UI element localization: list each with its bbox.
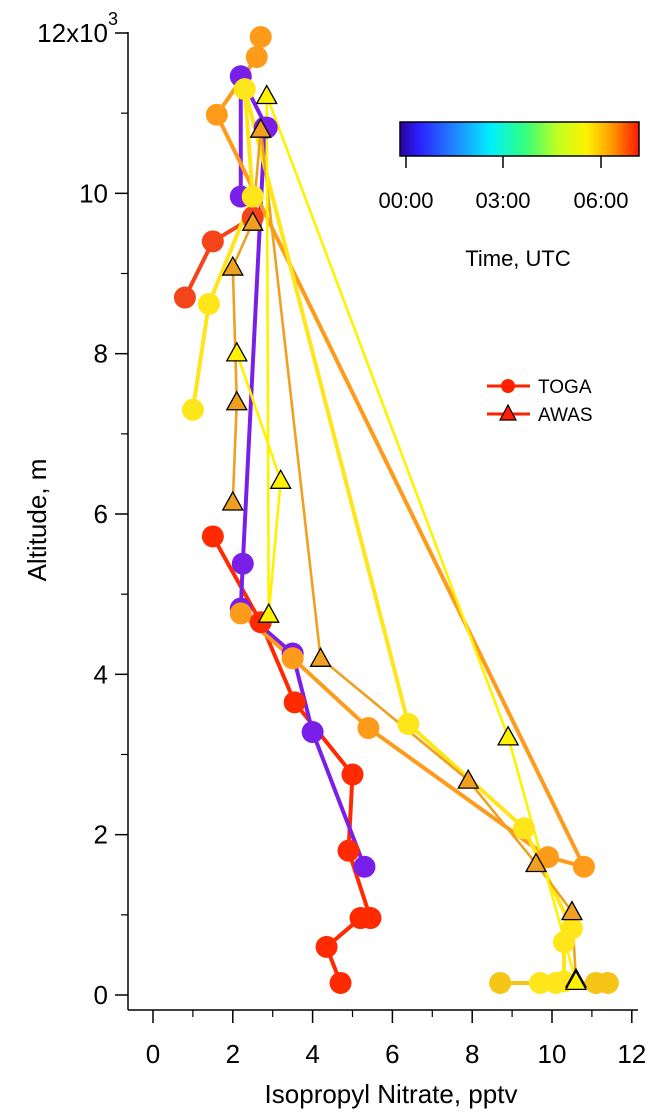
data-point-toga — [529, 971, 552, 994]
data-point-awas — [309, 646, 332, 667]
colorbar-tick-label: 03:00 — [475, 188, 530, 213]
axes: 0 2 4 6 8 10 12 0 2 4 6 8 10 12x10 — [37, 18, 646, 1069]
data-point-toga — [353, 855, 376, 878]
legend: TOGA AWAS — [487, 377, 593, 426]
data-point-awas — [225, 390, 248, 411]
data-point-awas — [457, 768, 480, 789]
data-point-toga — [201, 230, 224, 253]
data-point-awas — [221, 490, 244, 511]
x-tick-label: 4 — [305, 1039, 319, 1069]
colorbar-title: Time, UTC — [465, 246, 571, 271]
x-tick-label: 12 — [617, 1039, 646, 1069]
series-line-toga-3 — [214, 35, 586, 869]
data-point-awas — [257, 602, 280, 623]
data-point-toga — [357, 717, 380, 740]
data-point-toga — [249, 26, 272, 49]
y-tick-label: 10 — [79, 178, 108, 208]
x-tick-label: 10 — [538, 1039, 567, 1069]
y-axis-exponent: 3 — [108, 9, 118, 29]
plot-lines — [182, 35, 610, 985]
data-point-toga — [315, 935, 338, 958]
data-point-awas — [269, 468, 292, 489]
data-point-toga — [283, 691, 306, 714]
data-point-toga — [245, 46, 268, 69]
data-point-toga — [489, 971, 512, 994]
series-line-awas-7 — [235, 94, 578, 983]
colorbar-tick-label: 00:00 — [378, 188, 433, 213]
data-point-awas — [221, 255, 244, 276]
x-axis-label: Isopropyl Nitrate, pptv — [265, 1079, 518, 1109]
data-point-toga — [301, 721, 324, 744]
data-point-awas — [524, 852, 548, 873]
data-point-toga — [337, 839, 360, 862]
data-point-awas — [560, 900, 584, 921]
data-point-toga — [341, 763, 364, 786]
colorbar-gradient — [399, 121, 640, 157]
data-point-toga — [513, 817, 536, 840]
data-point-toga — [241, 185, 264, 208]
y-tick-label: 4 — [94, 659, 108, 689]
data-point-toga — [281, 647, 304, 670]
y-tick-label: 12x10 — [37, 18, 108, 48]
y-tick-label: 0 — [94, 980, 108, 1010]
plot-markers — [173, 26, 619, 994]
colorbar: 00:00 03:00 06:00 Time, UTC — [378, 121, 640, 271]
data-point-toga — [552, 931, 575, 954]
y-tick-label: 2 — [94, 820, 108, 850]
data-point-toga — [397, 713, 420, 736]
legend-toga-marker — [501, 379, 515, 393]
data-point-awas — [241, 210, 264, 231]
x-tick-label: 0 — [146, 1039, 160, 1069]
data-point-toga — [537, 846, 560, 869]
data-point-awas — [497, 725, 520, 746]
data-point-toga — [544, 971, 567, 994]
series-line-awas-6 — [231, 127, 578, 981]
data-point-awas — [564, 970, 588, 991]
data-point-toga — [596, 971, 619, 994]
colorbar-tick-label: 06:00 — [573, 188, 628, 213]
data-point-toga — [201, 525, 224, 548]
legend-toga-label: TOGA — [538, 377, 592, 398]
data-point-toga — [572, 855, 595, 878]
data-point-awas — [225, 341, 248, 362]
data-point-toga — [329, 971, 352, 994]
data-point-awas — [249, 117, 272, 138]
legend-awas-label: AWAS — [538, 405, 593, 426]
data-point-toga — [231, 552, 254, 575]
data-point-toga — [197, 292, 220, 315]
data-point-toga — [229, 602, 252, 625]
legend-awas-marker — [499, 403, 517, 421]
data-point-toga — [205, 103, 228, 126]
x-tick-label: 8 — [465, 1039, 479, 1069]
data-point-toga — [233, 78, 256, 101]
y-axis-label: Altitude, m — [22, 459, 52, 582]
data-point-awas — [255, 84, 278, 105]
data-point-toga — [173, 286, 196, 309]
x-tick-label: 2 — [226, 1039, 240, 1069]
data-point-toga — [181, 398, 204, 421]
y-tick-label: 6 — [94, 499, 108, 529]
y-tick-label: 8 — [94, 339, 108, 369]
data-point-toga — [359, 907, 382, 930]
x-tick-label: 6 — [385, 1039, 399, 1069]
